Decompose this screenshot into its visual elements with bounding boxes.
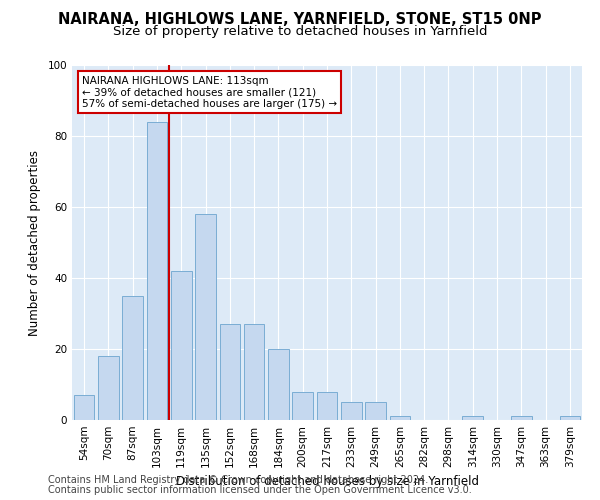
Bar	[463, 416, 483, 420]
Bar	[171, 271, 191, 420]
Bar	[195, 214, 216, 420]
Bar	[74, 395, 94, 420]
Bar	[122, 296, 143, 420]
Bar	[268, 349, 289, 420]
Text: Size of property relative to detached houses in Yarnfield: Size of property relative to detached ho…	[113, 25, 487, 38]
Text: NAIRANA, HIGHLOWS LANE, YARNFIELD, STONE, ST15 0NP: NAIRANA, HIGHLOWS LANE, YARNFIELD, STONE…	[58, 12, 542, 28]
Text: NAIRANA HIGHLOWS LANE: 113sqm
← 39% of detached houses are smaller (121)
57% of : NAIRANA HIGHLOWS LANE: 113sqm ← 39% of d…	[82, 76, 337, 109]
Bar	[220, 324, 240, 420]
Text: Contains HM Land Registry data © Crown copyright and database right 2024.: Contains HM Land Registry data © Crown c…	[48, 475, 428, 485]
Bar	[146, 122, 167, 420]
Bar	[341, 402, 362, 420]
Bar	[389, 416, 410, 420]
Bar	[292, 392, 313, 420]
Bar	[511, 416, 532, 420]
Bar	[317, 392, 337, 420]
Bar	[98, 356, 119, 420]
Bar	[365, 402, 386, 420]
Text: Contains public sector information licensed under the Open Government Licence v3: Contains public sector information licen…	[48, 485, 472, 495]
Bar	[244, 324, 265, 420]
Y-axis label: Number of detached properties: Number of detached properties	[28, 150, 41, 336]
Bar	[560, 416, 580, 420]
X-axis label: Distribution of detached houses by size in Yarnfield: Distribution of detached houses by size …	[176, 476, 479, 488]
